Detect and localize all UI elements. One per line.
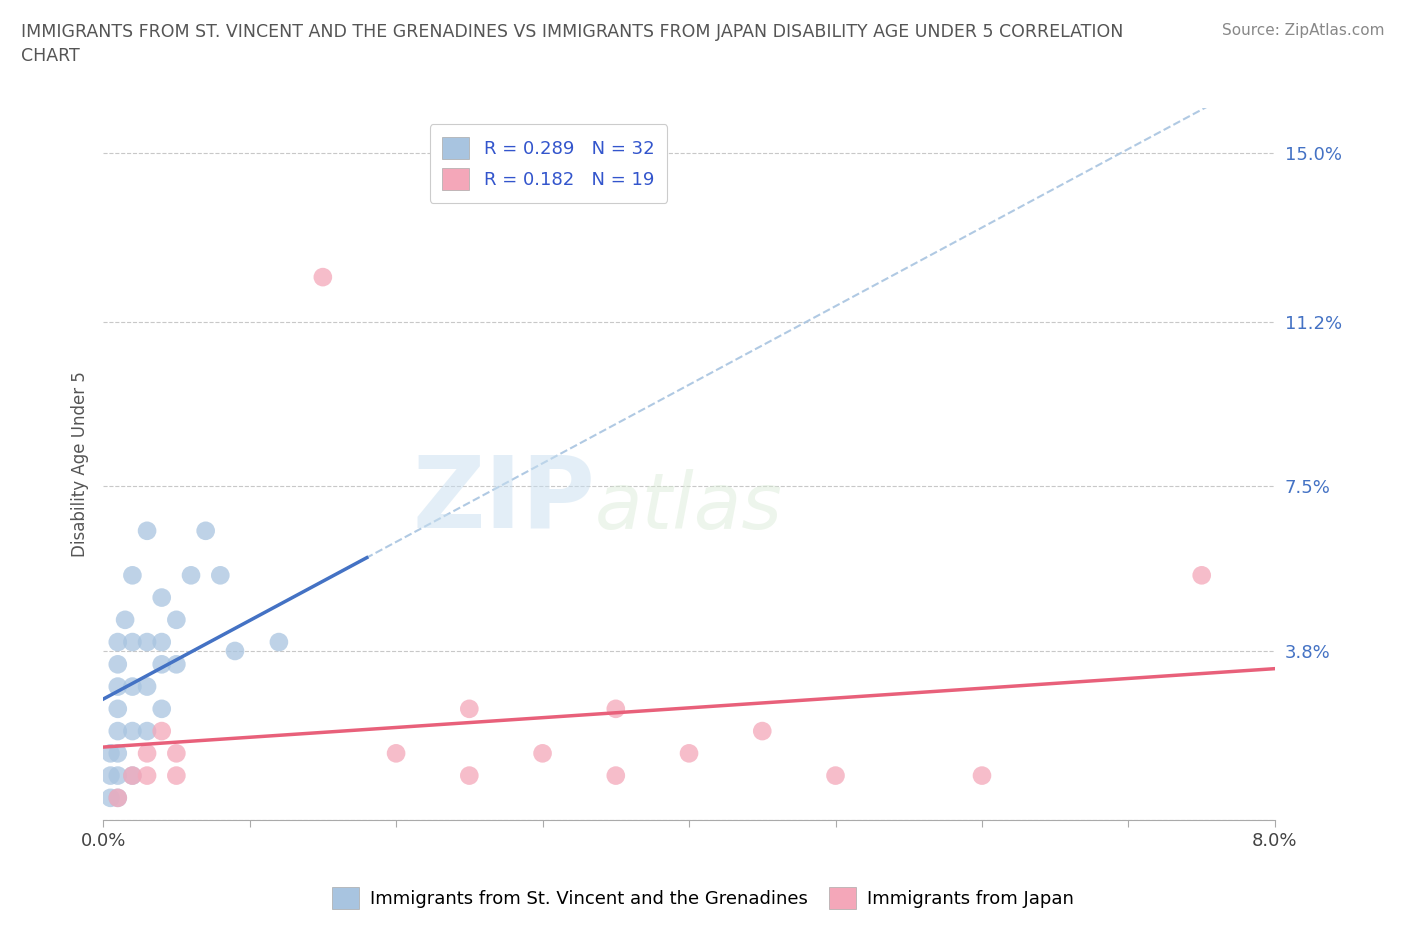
Point [121,768,143,783]
Point [605,701,627,716]
Point [100,768,122,783]
Point [194,524,217,538]
Point [107,657,129,671]
Point [165,746,187,761]
Point [121,634,143,649]
Point [107,679,129,694]
Point [678,746,700,761]
Point [107,724,129,738]
Point [107,790,129,805]
Point [385,746,408,761]
Point [100,790,122,805]
Point [312,270,335,285]
Point [150,657,173,671]
Point [121,724,143,738]
Point [107,746,129,761]
Text: Source: ZipAtlas.com: Source: ZipAtlas.com [1222,23,1385,38]
Point [1191,568,1213,583]
Point [136,524,159,538]
Point [824,768,846,783]
Text: ZIP: ZIP [412,451,595,548]
Point [107,634,129,649]
Point [136,634,159,649]
Point [121,568,143,583]
Y-axis label: Disability Age Under 5: Disability Age Under 5 [72,371,89,557]
Point [531,746,554,761]
Legend: R = 0.289   N = 32, R = 0.182   N = 19: R = 0.289 N = 32, R = 0.182 N = 19 [430,124,666,203]
Point [150,724,173,738]
Point [267,634,290,649]
Point [209,568,232,583]
Point [180,568,202,583]
Point [136,679,159,694]
Point [100,746,122,761]
Point [107,701,129,716]
Point [114,612,136,627]
Point [150,701,173,716]
Point [136,724,159,738]
Point [150,591,173,605]
Point [458,701,481,716]
Point [136,746,159,761]
Text: atlas: atlas [595,469,783,545]
Point [121,679,143,694]
Text: IMMIGRANTS FROM ST. VINCENT AND THE GRENADINES VS IMMIGRANTS FROM JAPAN DISABILI: IMMIGRANTS FROM ST. VINCENT AND THE GREN… [21,23,1123,65]
Legend: Immigrants from St. Vincent and the Grenadines, Immigrants from Japan: Immigrants from St. Vincent and the Gren… [325,880,1081,916]
Point [224,644,246,658]
Point [121,768,143,783]
Point [165,768,187,783]
Point [751,724,773,738]
Point [150,634,173,649]
Point [970,768,993,783]
Point [107,768,129,783]
Point [165,657,187,671]
Point [165,612,187,627]
Point [458,768,481,783]
Point [107,790,129,805]
Point [136,768,159,783]
Point [605,768,627,783]
